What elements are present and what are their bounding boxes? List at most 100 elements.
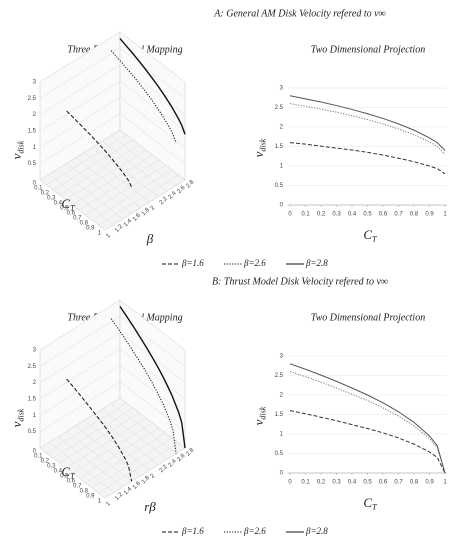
y-tick-label: 2.2 [159,196,170,207]
grid-line [39,48,186,99]
grid-line [104,179,186,231]
grid-line [91,437,173,489]
y-tick-label: 1.6 [132,212,143,223]
x-tick-label: 0.4 [54,469,63,475]
legend-label: β=2.8 [305,258,328,268]
x-tick-label: 1 [98,499,102,505]
y-axis-label-main: v [251,151,266,157]
x-tick-label: 0.5 [60,206,69,212]
x-axis-label-sub: T [70,203,75,212]
grid-line [52,139,134,191]
z-tick-label: 1.5 [28,397,37,403]
x-tick-label: 0.8 [80,221,89,227]
x-axis-label-main: C [363,227,372,242]
legend-label: β=2.6 [243,258,266,268]
x-tick-label: 0.9 [425,480,434,486]
z-tick-label: 3 [33,348,37,354]
y-tick-label: 0 [280,203,284,209]
line-series [289,142,446,175]
y-tick-label: 0.5 [275,183,284,189]
line-series [289,363,446,474]
y-tick-label: 1 [280,164,284,170]
y-tick-label: 2.4 [168,190,179,201]
x-tick-label: 0.9 [86,494,95,500]
x-tick-label: 0.2 [317,480,326,486]
x-tick-label: 0.8 [410,480,419,486]
x-axis-label-sub: T [372,234,377,243]
grid-line [104,447,186,499]
x-tick-label: 0.4 [54,201,63,207]
y-axis-label: rβ [144,499,156,514]
legend-label: β=1.6 [181,258,204,268]
x-tick-label: 0.7 [394,480,403,486]
x-tick-label: 0.1 [301,480,310,486]
grid-line [39,381,186,432]
x-tick-label: 0.6 [379,212,388,218]
y-tick-label: 1 [105,232,112,239]
line-series [289,103,446,155]
x-tick-label: 0.6 [67,211,76,217]
z-tick-label: 1 [33,413,37,419]
grid-line [75,425,141,476]
y-tick-label: 0.5 [275,451,284,457]
y-tick-label: 1.2 [114,223,125,234]
grid-line [85,432,166,484]
z-axis-label: vdisk [9,408,25,427]
grid-line [39,365,186,416]
z-tick-label: 2.5 [28,96,37,102]
y-tick-label: 2 [280,393,284,399]
line-series [289,371,446,474]
grid-line [102,408,168,460]
x-tick-label: 0.3 [47,464,56,470]
grid-line [91,169,173,221]
y-tick-label: 2.6 [176,184,187,195]
z-tick-label: 3 [33,80,37,86]
grid-line [85,164,166,216]
z-tick-label: 1.5 [28,129,37,135]
y-tick-label: 1.5 [275,144,284,150]
legend-label: β=1.6 [181,526,204,536]
grid-line [39,179,106,231]
x-tick-label: 0.4 [348,480,357,486]
z-axis-label: vdisk [9,140,25,159]
x-axis-label: CT [61,464,75,480]
y-tick-label: 2.8 [185,179,196,190]
chart-title: Two Dimensional Projection [311,312,425,323]
y-tick-label: 3 [280,86,284,92]
surface-curve [110,50,177,144]
grid-line [93,414,159,465]
x-tick-label: 0.6 [67,479,76,485]
grid-line [119,129,186,181]
z-tick-label: 2 [33,112,37,118]
grid-line [39,113,186,164]
x-tick-label: 0.2 [317,212,326,218]
y-tick-label: 1.2 [114,491,125,502]
y-tick-label: 1.8 [141,207,152,218]
panel-title: B: Thrust Model Disk Velocity refered to… [212,276,388,287]
x-tick-label: 0 [33,181,37,187]
x-tick-label: 0.1 [34,186,43,192]
surface-curve [119,38,186,135]
grid-line [59,412,140,464]
x-tick-label: 0.2 [41,191,50,197]
surface-curve [66,378,133,482]
grid-line [66,163,132,214]
y-tick-label: 1.4 [123,486,134,497]
legend-label: β=2.8 [305,526,328,536]
x-tick-label: 1 [443,212,447,218]
z-axis-label-sub: disk [16,140,25,153]
surface-curve [119,306,186,449]
x-tick-label: 0.5 [363,212,372,218]
y-tick-label: 2.5 [275,105,284,111]
x-tick-label: 0 [288,212,292,218]
x-axis-label: CT [61,196,75,212]
grid-line [65,149,147,201]
x-tick-label: 0 [288,480,292,486]
x-tick-label: 0.7 [73,216,82,222]
z-tick-label: 1 [33,145,37,151]
x-tick-label: 0.7 [73,484,82,490]
grid-line [48,442,115,493]
z-tick-label: 0.5 [28,429,37,435]
grid-line [84,420,150,471]
